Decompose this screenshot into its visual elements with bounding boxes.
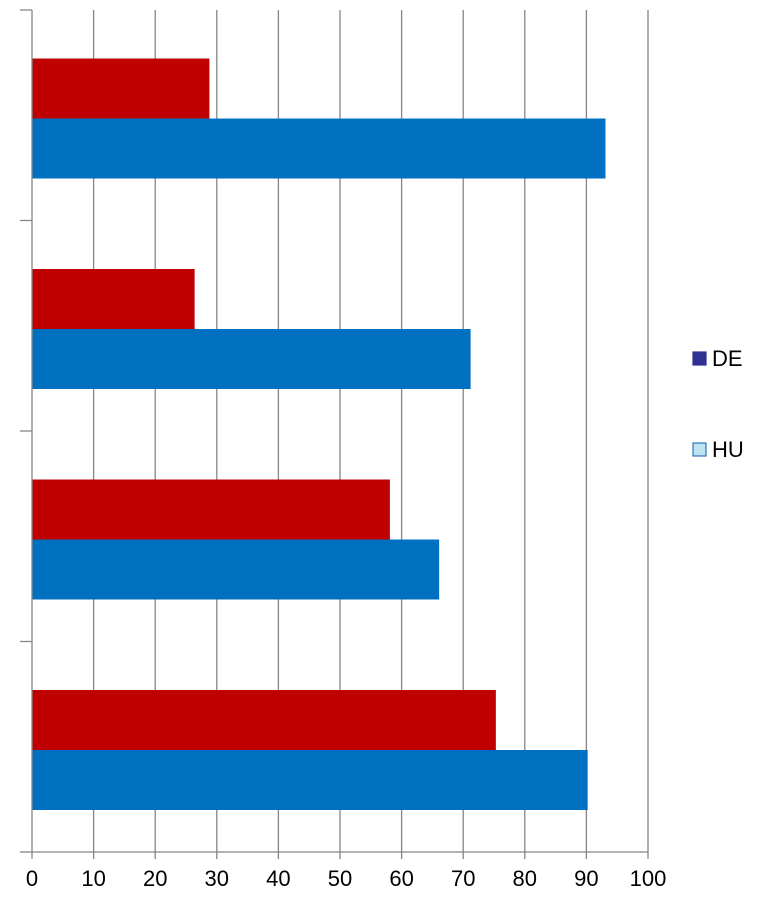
bar-hu bbox=[32, 750, 588, 810]
bar-de bbox=[32, 269, 195, 329]
x-tick-label: 70 bbox=[451, 866, 475, 891]
x-tick-label: 100 bbox=[630, 866, 667, 891]
axes bbox=[20, 9, 649, 859]
x-tick-labels: 0 10 20 30 40 50 60 70 80 90 100 bbox=[26, 866, 666, 891]
x-tick-label: 30 bbox=[205, 866, 229, 891]
bar-de bbox=[32, 58, 210, 119]
bar-hu bbox=[32, 539, 440, 600]
x-tick-label: 0 bbox=[26, 866, 38, 891]
legend-label: HU bbox=[712, 437, 744, 462]
x-tick-label: 40 bbox=[266, 866, 290, 891]
bar-hu bbox=[32, 118, 606, 179]
x-tick-label: 80 bbox=[513, 866, 537, 891]
legend-swatch bbox=[692, 442, 707, 457]
bar-hu bbox=[32, 329, 471, 389]
legend: DE HU bbox=[692, 346, 744, 462]
legend-swatch bbox=[692, 351, 707, 366]
x-tick-label: 60 bbox=[389, 866, 413, 891]
bar-de bbox=[32, 479, 390, 540]
bar-de bbox=[32, 690, 496, 750]
legend-label: DE bbox=[712, 346, 743, 371]
x-tick-label: 10 bbox=[81, 866, 105, 891]
x-tick-label: 50 bbox=[328, 866, 352, 891]
x-tick-label: 20 bbox=[143, 866, 167, 891]
bars bbox=[32, 58, 606, 810]
x-tick-label: 90 bbox=[574, 866, 598, 891]
